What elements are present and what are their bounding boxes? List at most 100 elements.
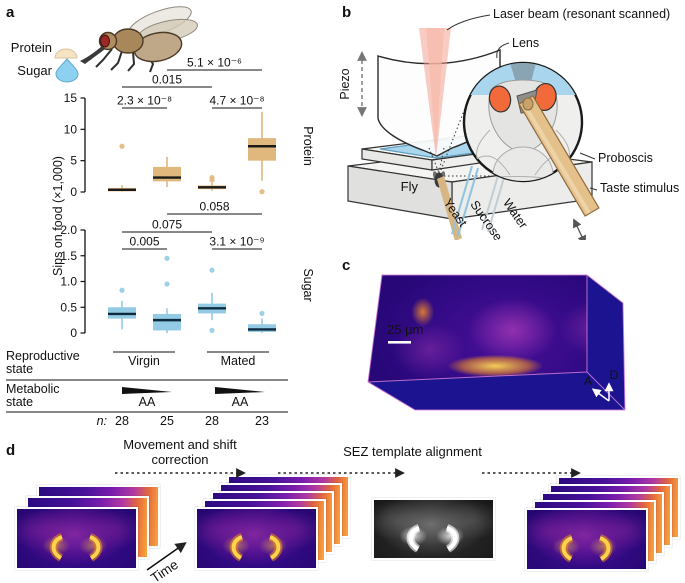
volume-overlay: 25 μm A D [367,274,626,411]
dorsal-axis-label: D [610,368,619,382]
group-annotation-table: Virgin MatedReproductivestateMetabolicsta… [6,349,288,428]
fly-label: Fly [401,179,419,194]
anterior-axis-arrow [591,388,610,402]
inset-left-eye [488,85,512,113]
aa-gradient-wedge [122,387,172,394]
fly-thorax [112,28,144,54]
box [248,324,276,332]
sugar-legend-label: Sugar [17,63,52,78]
sez-arcs [229,533,283,562]
panel-b-setup-diagram: Piezo Fly [340,7,679,240]
sez-template-image [372,498,495,560]
volume-front-face-fluorescence [368,275,587,382]
n-value: 23 [255,414,269,428]
p-value: 0.015 [152,73,182,87]
laser-leader-line [446,14,491,31]
taste-stimulus-label: Taste stimulus [600,181,679,195]
sez-fluorescence-image [525,508,648,571]
box [153,166,181,182]
rod-tip [522,97,534,111]
n-label: n: [97,414,107,428]
box [248,138,276,161]
proboscis-leader-line [579,152,596,160]
panel-c-volume-render: 25 μm A D [340,240,685,440]
piezo-label: Piezo [340,68,352,99]
proboscis-label: Proboscis [598,151,653,165]
y-tick-label: 0 [70,326,77,340]
laser-beam-core [426,28,444,152]
sucrose-streaks [451,165,479,237]
sez-fluorescence-image [195,507,318,570]
p-value: 4.7 × 10⁻⁸ [209,94,264,108]
y-tick-label: 1.0 [60,275,77,289]
p-value: 2.3 × 10⁻⁸ [117,94,172,108]
p-value: 5.1 × 10⁻⁶ [187,56,242,70]
n-value: 25 [160,414,174,428]
y-tick-label: 15 [64,91,78,105]
outlier-point [209,267,215,273]
nutrient-axis-label: Protein [301,126,315,166]
anterior-axis-label: A [584,374,592,388]
reproductive-state-label: state [6,362,33,376]
outlier-point [119,143,125,149]
aa-label: AA [139,395,156,409]
reproductive-group-label: Virgin [128,354,160,368]
aa-gradient-wedge [215,387,265,394]
y-tick-label: 5 [70,154,77,168]
outlier-point [259,310,265,317]
food-legend: Protein Sugar [11,40,79,83]
time-label: Time [148,557,181,583]
y-tick-label: 10 [64,122,78,136]
fly-eye [100,34,110,48]
sez-arcs [559,534,613,563]
reproductive-state-label: Reproductive [6,349,80,363]
protein-legend-label: Protein [11,40,52,55]
reproductive-group-label: Mated [221,354,256,368]
panel-a-chart: Protein Sugar 0 5 10 15 5.1 × 10⁻⁶ 0.015 2.3 ×… [6,6,315,428]
panel-c-label: c [342,257,351,274]
fly-legs [95,48,155,73]
n-value: 28 [115,414,129,428]
panel-d-label: d [6,442,16,459]
lens-leader-line [496,42,510,59]
panel-d-pipeline: Movement and shift correction SEZ templa… [0,437,685,583]
y-tick-label: 0 [70,185,77,199]
y-axis-title: Sips on food (×1,000) [51,156,65,276]
outlier-point [119,287,125,293]
boxplot-area: 0 5 10 15 5.1 × 10⁻⁶ 0.015 2.3 × 10⁻⁸ 4.7 × 10⁻… [51,56,315,341]
panel-a-label: a [6,4,15,21]
scale-bar-label: 25 μm [387,322,423,337]
aa-label: AA [232,395,249,409]
sez-arcs [49,533,103,562]
p-value: 0.058 [199,200,229,214]
y-tick-label: 1.5 [60,249,77,263]
metabolic-state-label: state [6,395,33,409]
p-value: 0.075 [152,218,182,232]
outlier-point [259,189,265,195]
step1-label: Movement and shift correction [123,437,237,467]
y-tick-label: 2.0 [60,223,77,237]
y-tick-label: 0.5 [60,300,77,314]
outlier-point [164,255,170,261]
sez-arcs [406,524,460,553]
outlier-point [209,177,215,183]
volume-edges [367,274,626,411]
lens-label: Lens [512,36,539,50]
rod-highlight [522,102,591,215]
laser-beam-label: Laser beam (resonant scanned) [493,7,670,21]
metabolic-state-label: Metabolic [6,382,60,396]
taste-leader-line [589,187,598,191]
panel-b-label: b [342,4,352,21]
outlier-point [209,327,215,334]
p-value: 3.1 × 10⁻⁹ [209,235,264,249]
step2-label: SEZ template alignment [343,444,482,459]
p-value: 0.005 [129,235,159,249]
n-value: 28 [205,414,219,428]
stimulus-motion-arrow [573,218,586,240]
fly-proboscis [80,46,105,64]
scale-bar [388,341,411,344]
sez-fluorescence-image [15,507,138,570]
nutrient-axis-label: Sugar [301,268,315,301]
fly-illustration [80,6,198,73]
outlier-point [164,281,170,287]
